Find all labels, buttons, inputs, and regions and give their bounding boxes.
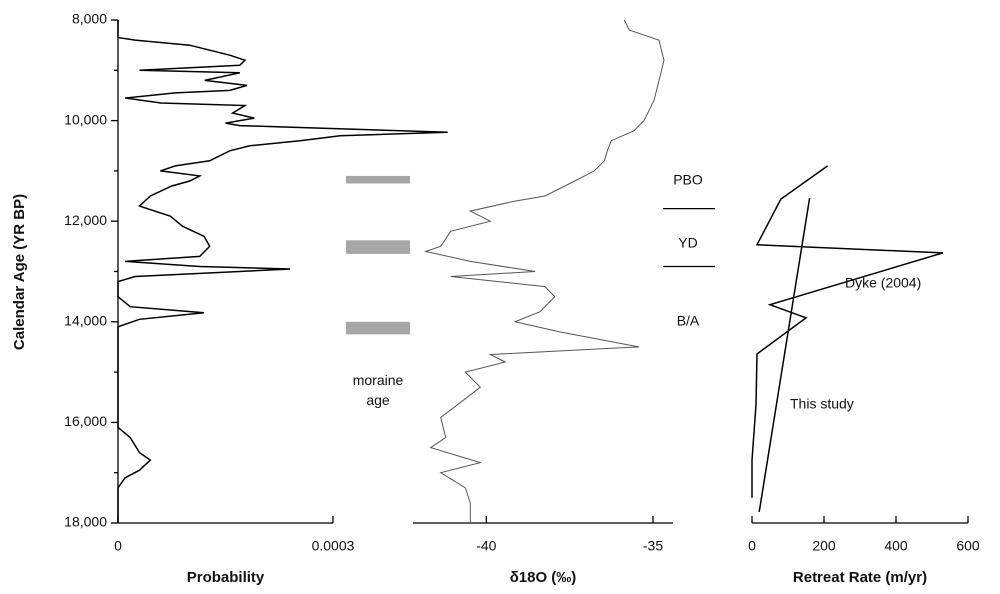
data-line [117,20,448,523]
y-tick-label: 8,000 [72,11,107,27]
period-label: PBO [673,172,703,188]
data-line [751,165,944,498]
x-axis-label: δ18O (‰) [510,569,577,586]
x-tick-label: 400 [884,538,908,554]
moraine-label: moraine age [353,372,404,408]
x-tick-label: -35 [643,538,663,554]
x-tick-label: 200 [812,538,836,554]
x-tick-label: 600 [956,538,980,554]
x-tick-label: 0.0003 [312,538,355,554]
moraine-band [346,321,410,335]
y-tick-label: 16,000 [64,413,107,429]
x-axis-label: Probability [187,569,265,586]
moraine-band [346,240,410,254]
x-tick-label: 0 [748,538,756,554]
moraine-band [346,175,410,184]
data-line [423,19,665,523]
period-label: YD [678,235,697,251]
data-line [758,197,811,513]
x-axis-label: Retreat Rate (m/yr) [793,569,927,586]
y-tick-label: 14,000 [64,313,107,329]
y-tick-label: 18,000 [64,514,107,530]
series-label: This study [790,396,854,412]
y-tick-label: 10,000 [64,111,107,127]
y-axis-label: Calendar Age (YR BP) [11,194,28,350]
y-tick-label: 12,000 [64,212,107,228]
x-tick-label: 0 [114,538,122,554]
x-tick-label: -40 [476,538,496,554]
period-label: B/A [677,313,700,329]
series-label: Dyke (2004) [845,275,921,291]
